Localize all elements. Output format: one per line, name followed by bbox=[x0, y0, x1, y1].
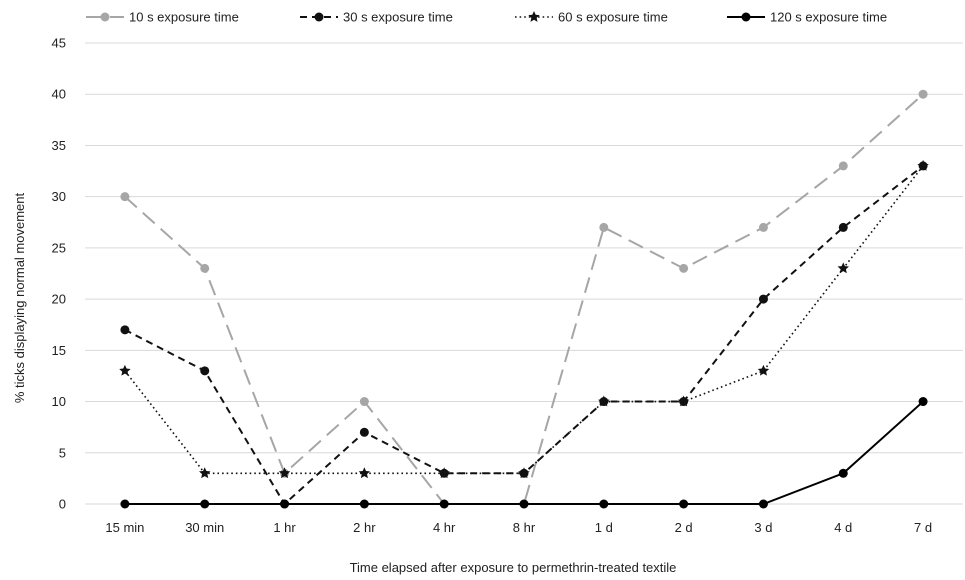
data-point bbox=[120, 499, 130, 509]
data-point bbox=[438, 467, 450, 479]
x-tick-label: 2 d bbox=[675, 520, 693, 535]
data-point bbox=[837, 262, 849, 274]
y-tick-label: 5 bbox=[59, 445, 66, 460]
data-point bbox=[598, 395, 610, 407]
y-axis-title: % ticks displaying normal movement bbox=[12, 192, 27, 403]
legend-entry: 30 s exposure time bbox=[300, 10, 453, 25]
data-point bbox=[599, 499, 609, 509]
x-tick-label: 8 hr bbox=[513, 520, 536, 535]
data-point bbox=[200, 366, 210, 376]
data-point bbox=[518, 467, 530, 479]
data-point bbox=[838, 161, 848, 171]
x-axis-title: Time elapsed after exposure to permethri… bbox=[350, 560, 677, 575]
data-point bbox=[439, 499, 449, 509]
x-tick-label: 2 hr bbox=[353, 520, 376, 535]
data-point bbox=[199, 467, 211, 479]
series-line bbox=[124, 165, 924, 506]
data-point bbox=[758, 499, 768, 509]
series-line bbox=[124, 93, 924, 505]
legend-entry: 60 s exposure time bbox=[515, 10, 668, 25]
x-tick-label: 7 d bbox=[914, 520, 932, 535]
data-point bbox=[677, 395, 690, 407]
legend-swatch-marker bbox=[741, 12, 751, 22]
data-point bbox=[599, 222, 609, 232]
legend-swatch-marker bbox=[314, 12, 324, 22]
data-point bbox=[838, 222, 848, 232]
data-point bbox=[519, 499, 529, 509]
data-point bbox=[359, 397, 369, 407]
data-point bbox=[280, 499, 290, 509]
series-lines bbox=[119, 89, 929, 509]
legend-label: 120 s exposure time bbox=[770, 10, 887, 25]
data-point bbox=[757, 364, 770, 376]
data-point bbox=[758, 222, 768, 232]
x-tick-label: 15 min bbox=[105, 520, 144, 535]
data-point bbox=[119, 364, 131, 376]
y-tick-label: 45 bbox=[52, 36, 66, 51]
legend-entry: 10 s exposure time bbox=[86, 10, 239, 25]
data-point bbox=[758, 294, 768, 304]
data-point bbox=[120, 325, 130, 335]
data-point bbox=[200, 263, 210, 273]
data-point bbox=[918, 89, 928, 99]
data-point bbox=[679, 499, 689, 509]
data-point bbox=[359, 427, 369, 437]
series-2 bbox=[120, 161, 928, 509]
y-tick-label: 35 bbox=[52, 138, 66, 153]
y-tick-label: 30 bbox=[52, 189, 66, 204]
data-point bbox=[200, 499, 210, 509]
legend-label: 10 s exposure time bbox=[129, 10, 239, 25]
y-tick-label: 15 bbox=[52, 343, 66, 358]
x-tick-label: 3 d bbox=[754, 520, 772, 535]
gridlines bbox=[85, 42, 963, 505]
series-4 bbox=[120, 397, 928, 509]
x-tick-label: 4 d bbox=[834, 520, 852, 535]
x-tick-labels: 15 min 30 min 1 hr 2 hr 4 hr 8 hr 1 d 2 d 3 d 4 d… bbox=[105, 520, 932, 535]
legend-label: 30 s exposure time bbox=[343, 10, 453, 25]
y-tick-labels: 0 5 10 15 20 25 30 35 40 45 bbox=[52, 36, 66, 512]
data-point bbox=[120, 192, 130, 202]
y-tick-label: 25 bbox=[52, 240, 66, 255]
legend-entry: 120 s exposure time bbox=[727, 10, 887, 25]
legend-swatch-marker bbox=[100, 12, 110, 22]
y-tick-label: 40 bbox=[52, 87, 66, 102]
data-point bbox=[679, 263, 689, 273]
data-point bbox=[917, 159, 929, 171]
y-tick-label: 10 bbox=[52, 394, 66, 409]
legend-label: 60 s exposure time bbox=[558, 10, 668, 25]
x-tick-label: 1 hr bbox=[273, 520, 296, 535]
legend: 10 s exposure time 30 s exposure time 60 s… bbox=[86, 10, 887, 25]
x-tick-label: 30 min bbox=[185, 520, 224, 535]
data-point bbox=[918, 397, 928, 407]
data-point bbox=[838, 468, 848, 478]
x-tick-label: 4 hr bbox=[433, 520, 456, 535]
x-tick-label: 1 d bbox=[595, 520, 613, 535]
series-line bbox=[124, 165, 924, 475]
data-point bbox=[359, 499, 369, 509]
y-tick-label: 20 bbox=[52, 292, 66, 307]
data-point bbox=[278, 467, 291, 479]
series-3 bbox=[119, 159, 929, 479]
data-point bbox=[358, 467, 371, 479]
legend-swatch-marker bbox=[528, 11, 540, 22]
y-tick-label: 0 bbox=[59, 497, 66, 512]
